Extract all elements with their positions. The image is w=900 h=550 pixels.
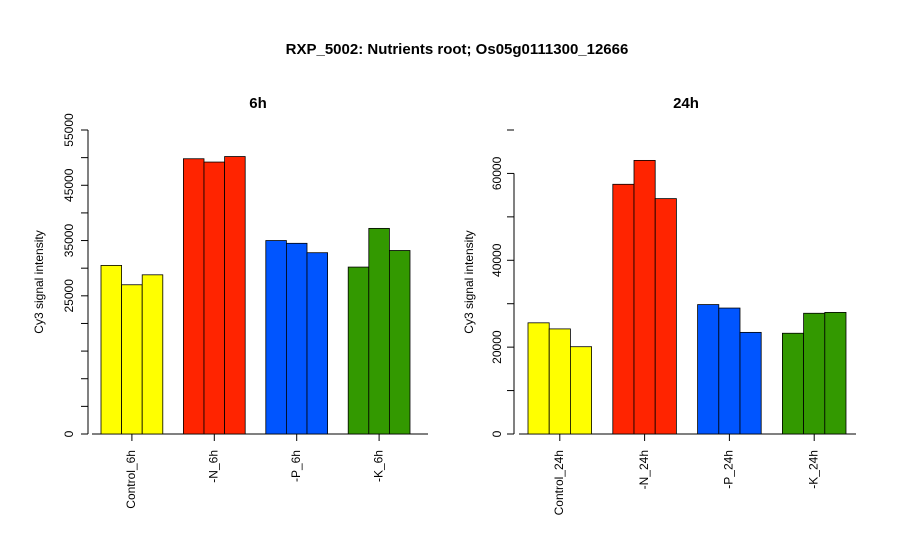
main-title: RXP_5002: Nutrients root; Os05g0111300_1… <box>286 41 629 58</box>
x-category-label: -K_6h <box>371 450 385 482</box>
x-category-label: Control_6h <box>124 450 138 509</box>
y-tick-label: 0 <box>62 430 76 437</box>
panel-6h: 6h 0 25000 35000 45000 55000 Cy3 signal intens… <box>32 95 428 509</box>
panel-title: 6h <box>249 95 267 112</box>
bar <box>306 252 329 435</box>
panel-24h: 24h 0 20000 40000 60000 Cy3 signal intensity C… <box>462 95 856 515</box>
bar <box>654 198 677 435</box>
panel-title: 24h <box>673 95 699 112</box>
bar <box>182 158 205 435</box>
y-tick-label: 55000 <box>62 113 76 147</box>
bar <box>570 346 593 435</box>
bar <box>285 242 308 435</box>
y-tick-label: 60000 <box>490 156 504 190</box>
bar <box>824 311 847 435</box>
bar <box>121 284 143 435</box>
bar <box>548 328 571 435</box>
bar <box>697 304 720 435</box>
bar <box>368 227 390 435</box>
bar <box>203 161 226 435</box>
y-tick-label: 25000 <box>62 279 76 313</box>
y-axis-label: Cy3 signal intensity <box>462 230 476 333</box>
bar <box>739 331 762 435</box>
x-category-label: -N_6h <box>206 450 220 483</box>
x-category-label: -P_24h <box>722 450 736 489</box>
bar <box>803 312 826 435</box>
bar <box>633 159 656 435</box>
x-category-label: Control_24h <box>552 450 566 515</box>
bar <box>265 240 287 435</box>
bar <box>224 156 246 435</box>
bar <box>141 274 164 435</box>
y-tick-label: 40000 <box>490 243 504 277</box>
bar <box>718 307 741 435</box>
bar <box>782 332 805 435</box>
x-category-label: -N_24h <box>637 450 651 489</box>
bar <box>388 250 411 435</box>
bar <box>527 322 550 435</box>
bar <box>347 266 370 435</box>
bar <box>612 183 635 435</box>
y-tick-label: 35000 <box>62 224 76 258</box>
y-axis-label: Cy3 signal intensity <box>32 230 46 333</box>
x-category-label: -P_6h <box>289 450 303 482</box>
y-tick-label: 20000 <box>490 330 504 364</box>
y-tick-label: 45000 <box>62 168 76 202</box>
y-tick-label: 0 <box>490 430 504 437</box>
bar <box>100 265 123 435</box>
x-category-label: -K_24h <box>806 450 820 489</box>
